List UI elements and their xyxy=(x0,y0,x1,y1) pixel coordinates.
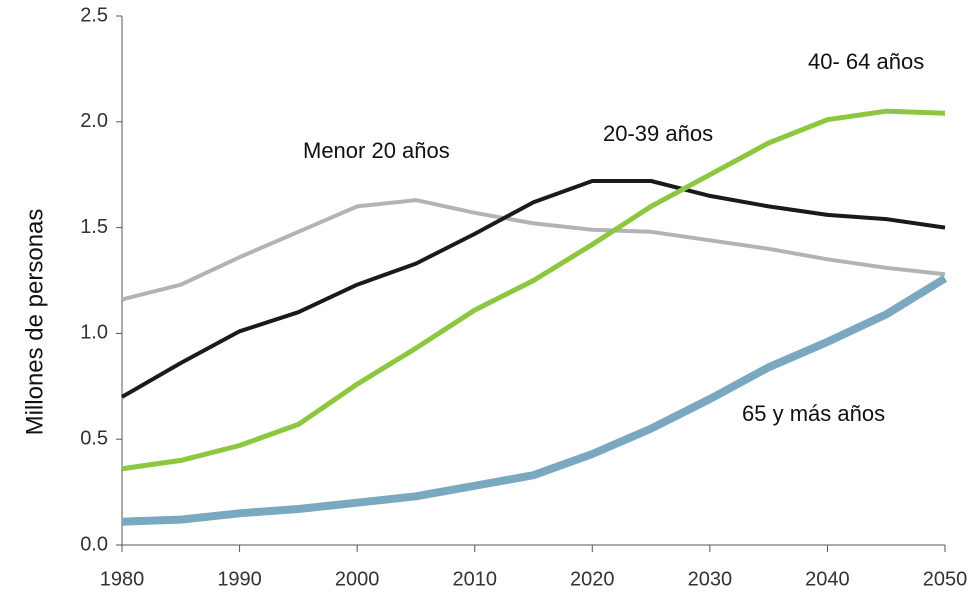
series-line xyxy=(121,179,946,399)
y-tick-label: 2.5 xyxy=(80,4,108,26)
y-tick-label: 2.0 xyxy=(80,110,108,132)
y-tick-label: 0.0 xyxy=(80,533,108,555)
series-label: 65 y más años xyxy=(742,401,885,426)
series-label: Menor 20 años xyxy=(303,138,450,163)
y-tick-label: 1.0 xyxy=(80,322,108,344)
x-tick-label: 2050 xyxy=(923,568,968,590)
series-line xyxy=(121,274,948,526)
x-tick-label: 2010 xyxy=(452,568,497,590)
x-tick-label: 2020 xyxy=(570,568,615,590)
x-tick-label: 1980 xyxy=(100,568,145,590)
y-tick-label: 1.5 xyxy=(80,216,108,238)
y-axis-label: Millones de personas xyxy=(21,209,48,436)
series-label: 40- 64 años xyxy=(808,49,924,74)
x-tick-label: 2040 xyxy=(805,568,850,590)
x-tick-label: 2030 xyxy=(688,568,733,590)
series-line xyxy=(121,108,946,472)
x-tick-label: 2000 xyxy=(335,568,380,590)
series-label: 20-39 años xyxy=(603,121,713,146)
y-tick-label: 0.5 xyxy=(80,427,108,449)
x-tick-label: 1990 xyxy=(217,568,262,590)
series-line xyxy=(121,198,946,302)
